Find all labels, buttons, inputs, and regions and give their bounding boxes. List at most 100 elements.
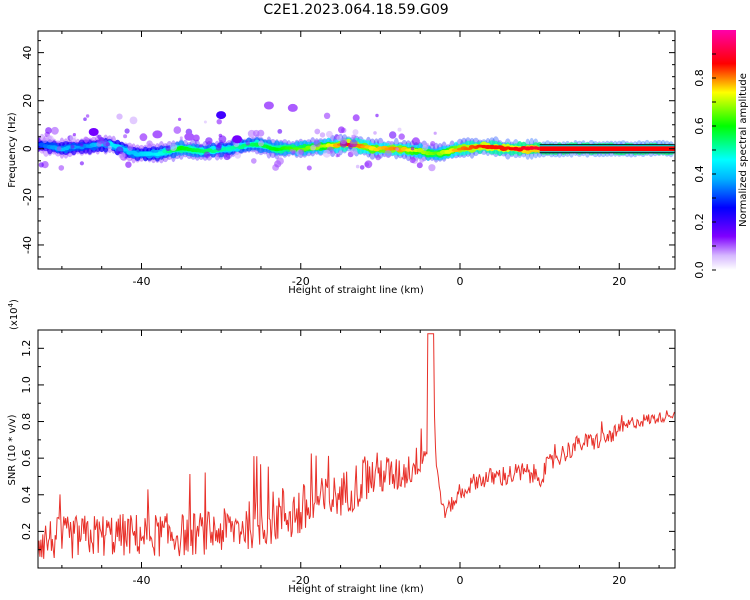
bottom-x-axis-label: Height of straight line (km) [288,584,424,595]
spectrogram-speckle [411,137,420,146]
x-tick-label: 20 [612,275,626,288]
spectrogram-speckle [397,127,402,132]
svg-text:(x104): (x104) [7,299,20,330]
y-multiplier-prefix: (x10 [9,307,20,330]
spectrogram-speckle [72,133,76,137]
spectrogram-speckle [384,150,392,158]
spectrogram-blob [152,130,163,139]
spectrogram-speckle [79,143,84,147]
y-multiplier-label: (x104) [7,299,20,330]
spectrogram-speckle [257,129,265,137]
spectrogram-speckle [340,137,347,145]
spectrogram-speckle [178,117,182,121]
spectrogram-speckle [310,144,317,151]
y-tick-label: 0 [21,145,34,152]
spectrogram-speckle [355,164,360,169]
spectrogram-speckle [218,135,227,144]
spectrogram-speckle [352,114,360,122]
spectrogram-speckle [115,146,124,154]
spectrogram-speckle [69,134,77,142]
spectrogram-speckle [216,142,222,149]
colorbar-tick-label: 0.6 [693,117,706,135]
spectrogram-speckle [335,154,339,158]
spectrogram-speckle [38,162,44,168]
spectrogram-speckle [389,131,397,139]
spectrogram-speckle [203,120,207,124]
y-tick-label: 0.4 [20,486,33,504]
spectrogram-speckle [223,153,231,161]
spectrogram-blob [263,101,274,110]
chart-title: C2E1.2023.064.18.59.G09 [263,2,448,18]
colorbar-tick-label: 0.0 [693,261,706,279]
y-tick-label: -20 [21,188,34,206]
snr-panel: -40 -20 0 20 0.2 0.4 0.6 0.8 1.0 1.2 Height of st… [7,299,676,595]
spectrogram-speckle [169,143,178,151]
x-tick-label: 0 [457,574,464,587]
y-multiplier-close: ) [9,299,20,303]
spectrogram-speckle [83,137,90,143]
spectrogram-blob [287,103,298,112]
spectrogram-speckle [277,129,283,134]
spectrogram-speckle [165,145,171,151]
spectrogram-speckle [375,113,379,118]
x-tick-label: -20 [292,275,310,288]
spectrogram-speckle [127,145,133,151]
spectrogram-panel: -40 -20 0 20 40 20 0 -20 -40 Height of straight … [7,30,676,296]
spectrogram-speckle [258,140,264,147]
spectrogram-speckle [205,137,213,145]
spectrogram-speckle [192,134,200,142]
spectrogram-speckle [79,161,84,166]
spectrogram-blob [88,128,99,136]
y-tick-label: 0.8 [20,413,33,431]
y-tick-label: -40 [21,236,34,254]
spectrogram-speckle [323,112,331,120]
y-tick-label: 0.2 [20,523,33,541]
spectrogram-speckle [107,145,112,150]
spectrogram-speckle [350,147,358,155]
y-tick-label: 20 [21,94,34,108]
colorbar: 0.0 0.2 0.4 0.6 0.8 Normalized spectral ampl… [693,30,749,279]
spectrogram-speckle [245,141,250,146]
spectrogram-speckle [338,126,345,134]
spectrogram-speckle [326,130,333,138]
spectrogram-speckle [45,127,52,134]
spectrogram-speckle [419,158,425,163]
spectrogram-speckle [373,131,377,135]
spectrogram-speckle [129,116,138,125]
spectrogram-speckle [70,144,75,149]
spectrogram-speckle [276,157,284,165]
spectrogram-speckle [349,139,358,148]
colorbar-tick-label: 0.8 [693,69,706,87]
spectrogram-speckle [319,132,326,138]
spectrogram-speckle [139,133,148,142]
spectrogram-speckle [216,153,220,158]
spectrogram-speckle [179,136,183,140]
spectrogram-speckle [306,165,312,171]
spectrogram-speckle [410,146,415,151]
colorbar-tick-label: 0.4 [693,165,706,183]
spectrogram-speckle [433,131,437,135]
x-tick-label: 0 [457,275,464,288]
top-y-axis-label: Frequency (Hz) [7,112,18,188]
y-tick-label: 0.6 [20,449,33,467]
top-x-axis-label: Height of straight line (km) [288,285,424,296]
spectrogram-cell [122,148,129,152]
spectrogram-speckle [251,158,257,164]
spectrogram-speckle [409,156,416,164]
y-tick-label: 40 [21,46,34,60]
spectrogram-speckle [289,149,294,153]
spectrogram-speckle [85,114,90,118]
spectrogram-speckle [42,137,48,144]
spectrogram-speckle [422,144,428,151]
colorbar-label: Normalized spectral amplitude [738,73,749,227]
spectrogram-speckle [352,129,359,136]
y-tick-label: 1.2 [20,340,33,358]
spectrogram-speckle [351,134,355,138]
y-tick-label: 1.0 [20,376,33,394]
spectrogram-speckle [51,126,59,135]
spectrogram-speckle [322,149,331,158]
spectrogram-speckle [395,147,399,151]
spectrogram-blob [216,111,227,120]
spectrogram-speckle [388,141,394,146]
